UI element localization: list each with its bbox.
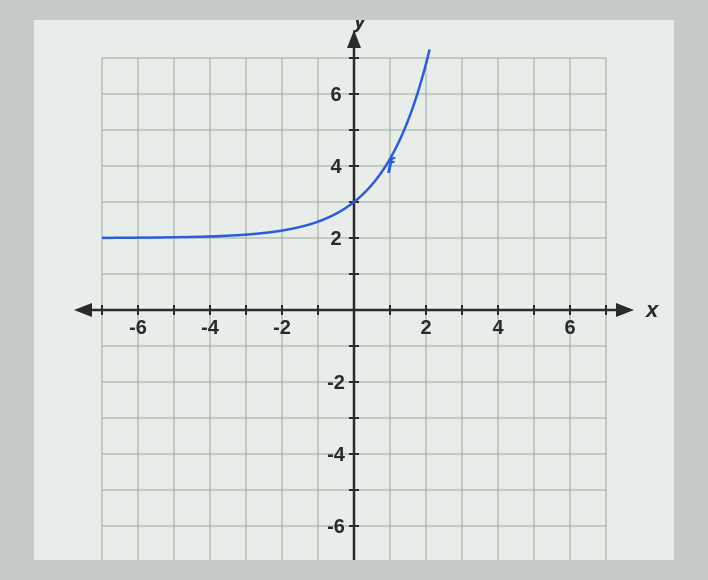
x-tick-label: -6 [129,317,147,339]
x-tick-label: -4 [201,317,220,339]
x-axis-arrow-left [74,303,92,317]
y-tick-label: 4 [330,156,342,178]
y-tick-label: -6 [327,516,345,538]
y-tick-label: 2 [330,228,341,250]
chart-container: -6-4-2246-6-4-2246xyf [34,20,674,560]
y-tick-label: -2 [327,372,345,394]
x-tick-label: 6 [564,317,575,339]
curve-f [102,49,430,237]
x-tick-label: -2 [273,317,291,339]
x-tick-label: 4 [492,317,504,339]
x-axis-arrow-right [616,303,634,317]
y-tick-label: -4 [327,444,346,466]
x-tick-label: 2 [420,317,431,339]
y-tick-label: 6 [330,84,341,106]
exponential-chart: -6-4-2246-6-4-2246xyf [34,20,674,560]
x-axis-label: x [645,297,659,322]
y-axis-label: y [353,20,368,33]
